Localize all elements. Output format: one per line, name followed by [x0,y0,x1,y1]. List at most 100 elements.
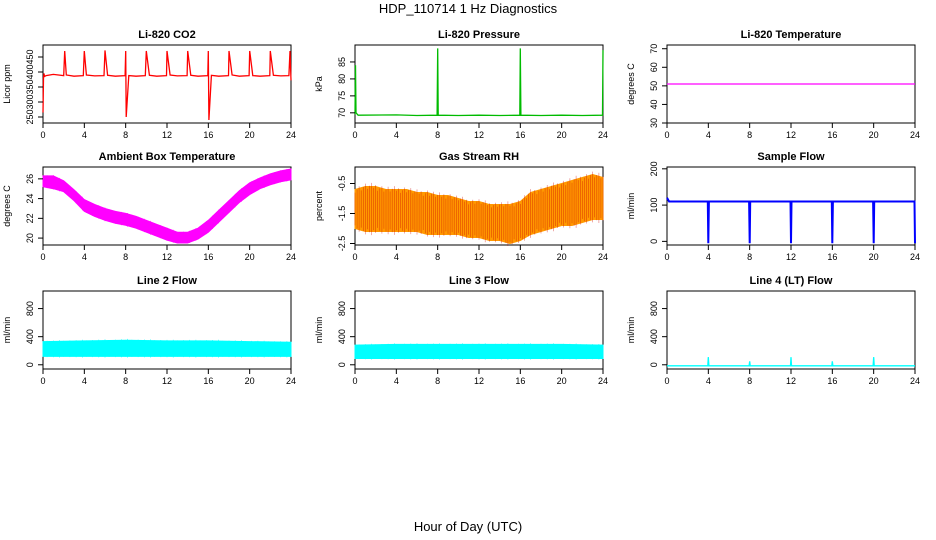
x-tick-label: 20 [869,130,879,140]
x-tick-label: 16 [827,130,837,140]
x-tick-label: 20 [557,376,567,386]
x-tick-label: 16 [827,376,837,386]
y-tick-label: -2.5 [337,236,347,252]
x-tick-label: 12 [474,376,484,386]
panel-title: Sample Flow [757,151,825,163]
x-tick-label: 24 [910,376,920,386]
series-noise [42,338,292,358]
panel-title: Line 3 Flow [449,275,509,287]
y-tick-label: 450 [25,49,35,64]
x-tick-label: 4 [82,130,87,140]
panel-5: Gas Stream RH percent 0 4 8 12 16 20 24 -2.5 -1.5 -… [314,151,608,262]
x-tick-label: 12 [162,252,172,262]
y-tick-label: 800 [649,301,659,316]
x-tick-label: 20 [245,130,255,140]
x-tick-label: 0 [40,130,45,140]
series-noise [42,168,292,244]
x-tick-label: 4 [394,376,399,386]
x-tick-label: 8 [747,252,752,262]
panel-4: Ambient Box Temperature degrees C 0 4 8 12 16 2… [2,151,296,262]
x-tick-label: 24 [598,376,608,386]
x-tick-label: 20 [557,130,567,140]
series-line [42,50,292,121]
series-line [354,48,604,117]
panel-9: Line 4 (LT) Flow ml/min 0 4 8 12 16 20 24 0 400 800 [626,275,920,386]
x-tick-label: 0 [40,252,45,262]
x-tick-label: 0 [40,376,45,386]
y-tick-label: 0 [649,362,659,367]
x-tick-label: 0 [352,376,357,386]
y-tick-label: 800 [25,301,35,316]
x-tick-label: 12 [162,376,172,386]
x-tick-label: 20 [869,376,879,386]
y-tick-label: 70 [337,108,347,118]
x-tick-label: 20 [245,376,255,386]
y-tick-label: 85 [337,57,347,67]
x-tick-label: 8 [747,130,752,140]
x-tick-label: 24 [910,130,920,140]
panel-7: Line 2 Flow ml/min 0 4 8 12 16 20 24 0 400 800 [2,275,296,386]
y-tick-label: 40 [649,99,659,109]
x-tick-label: 24 [598,252,608,262]
y-tick-label: 0 [337,362,347,367]
panel-title: Ambient Box Temperature [99,151,236,163]
y-tick-label: 800 [337,301,347,316]
x-tick-label: 8 [435,252,440,262]
x-tick-label: 4 [82,376,87,386]
x-tick-label: 24 [910,252,920,262]
y-axis-label: kPa [314,76,324,92]
y-axis-label: ml/min [314,317,324,344]
panel-6: Sample Flow ml/min 0 4 8 12 16 20 24 0 100 200 [626,151,920,262]
x-tick-label: 16 [515,252,525,262]
y-tick-label: 50 [649,81,659,91]
y-tick-label: 200 [649,161,659,176]
plot-frame [354,44,604,124]
x-tick-label: 12 [474,130,484,140]
panel-title: Li-820 Temperature [741,29,842,41]
x-tick-label: 12 [474,252,484,262]
y-tick-label: -1.5 [337,206,347,222]
x-tick-label: 8 [123,376,128,386]
x-tick-label: 20 [557,252,567,262]
y-tick-label: 24 [25,194,35,204]
y-tick-label: 400 [649,329,659,344]
panel-title: Line 4 (LT) Flow [750,275,833,287]
series-noise [354,343,604,360]
y-axis-label: ml/min [2,317,12,344]
x-tick-label: 24 [286,376,296,386]
y-axis-label: Licor ppm [2,64,12,104]
panel-title: Line 2 Flow [137,275,197,287]
y-tick-label: 0 [649,239,659,244]
series-line [667,357,915,367]
x-tick-label: 0 [352,130,357,140]
y-tick-label: 250 [25,109,35,124]
y-tick-label: 400 [337,329,347,344]
x-tick-label: 8 [123,252,128,262]
panel-2: Li-820 Pressure kPa 0 4 8 12 16 20 24 70 75 80 85 [314,29,608,140]
y-tick-label: 75 [337,91,347,101]
series-noise [354,171,604,246]
y-tick-label: 60 [649,62,659,72]
y-tick-label: 30 [649,118,659,128]
y-tick-label: 26 [25,174,35,184]
panel-3: Li-820 Temperature degrees C 0 4 8 12 16 20 24 30… [626,29,920,140]
x-tick-label: 24 [286,252,296,262]
y-tick-label: -0.5 [337,176,347,192]
panel-title: Gas Stream RH [439,151,519,163]
y-tick-label: 350 [25,79,35,94]
y-tick-label: 400 [25,329,35,344]
y-tick-label: 80 [337,74,347,84]
x-tick-label: 8 [747,376,752,386]
x-tick-label: 4 [394,130,399,140]
x-tick-label: 24 [286,130,296,140]
figure-title: HDP_110714 1 Hz Diagnostics [379,1,558,16]
x-tick-label: 8 [435,130,440,140]
x-tick-label: 4 [82,252,87,262]
x-tick-label: 16 [203,130,213,140]
y-axis-label: ml/min [626,193,636,220]
y-axis-label: degrees C [626,63,636,105]
panel-8: Line 3 Flow ml/min 0 4 8 12 16 20 24 0 400 800 [314,275,608,386]
x-tick-label: 12 [786,130,796,140]
